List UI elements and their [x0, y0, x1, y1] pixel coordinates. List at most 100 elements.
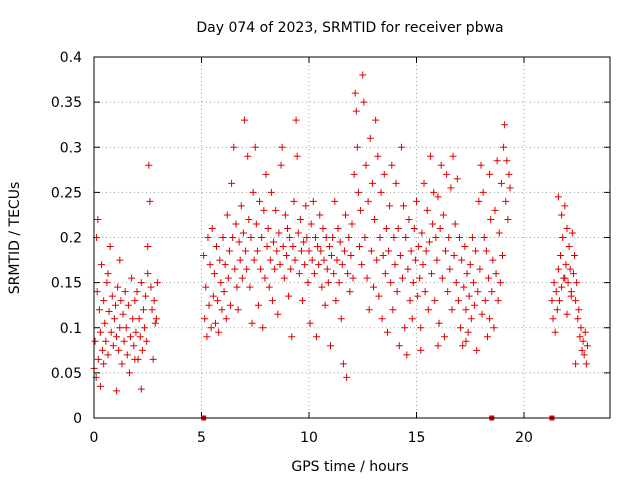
data-point	[358, 261, 366, 269]
data-point	[414, 292, 422, 300]
data-point	[408, 315, 416, 323]
data-point	[553, 306, 561, 314]
data-point	[440, 333, 448, 341]
data-point	[416, 274, 424, 282]
data-point	[260, 206, 268, 214]
data-point	[151, 319, 159, 327]
data-point	[149, 355, 157, 363]
data-point	[366, 134, 374, 142]
data-point	[324, 279, 332, 287]
data-point	[404, 265, 412, 273]
data-point	[486, 170, 494, 178]
data-point	[104, 351, 112, 359]
data-point	[100, 360, 108, 368]
data-point	[96, 328, 104, 336]
data-point	[444, 288, 452, 296]
data-point	[583, 342, 591, 350]
y-tick-label: 0.3	[60, 140, 82, 156]
data-point	[572, 297, 580, 305]
data-point	[214, 297, 222, 305]
data-point	[352, 107, 360, 115]
data-point	[411, 256, 419, 264]
data-point	[306, 319, 314, 327]
data-point	[464, 328, 472, 336]
data-point	[98, 261, 106, 269]
data-point	[113, 333, 121, 341]
data-point	[273, 247, 281, 255]
data-point	[394, 224, 402, 232]
data-point	[368, 179, 376, 187]
chart-title: Day 074 of 2023, SRMTID for receiver pbw…	[196, 20, 503, 36]
data-point	[431, 297, 439, 305]
data-point	[360, 98, 368, 106]
data-point	[421, 288, 429, 296]
data-point	[132, 328, 140, 336]
data-point	[378, 315, 386, 323]
data-point	[258, 234, 266, 241]
data-point	[375, 292, 383, 300]
data-point	[572, 360, 580, 368]
y-tick-label: 0.15	[51, 276, 82, 292]
data-point	[249, 188, 257, 196]
data-point	[367, 247, 375, 255]
data-point	[417, 346, 425, 354]
data-point	[351, 89, 359, 97]
data-point	[374, 152, 382, 160]
data-point	[551, 328, 559, 336]
data-point	[563, 224, 571, 232]
data-point	[467, 315, 475, 323]
data-point	[205, 301, 213, 309]
data-point	[463, 270, 471, 278]
data-point	[144, 243, 152, 251]
y-tick-label: 0.2	[60, 231, 82, 247]
data-point	[141, 324, 149, 332]
data-point	[376, 234, 384, 241]
data-point	[222, 315, 230, 323]
data-point	[296, 215, 304, 223]
data-point	[329, 234, 337, 241]
data-point	[322, 234, 330, 241]
data-point	[218, 306, 226, 314]
data-point	[403, 351, 411, 359]
data-point	[253, 247, 261, 255]
data-point	[434, 193, 442, 201]
data-point	[390, 234, 398, 241]
data-point	[112, 301, 119, 309]
data-point	[254, 301, 262, 309]
data-point	[286, 234, 294, 241]
data-point	[370, 283, 377, 291]
data-point	[234, 306, 242, 314]
data-point	[445, 234, 453, 241]
data-point	[233, 283, 241, 291]
data-point	[113, 387, 121, 395]
data-point	[386, 202, 394, 210]
data-point	[224, 274, 232, 282]
data-point	[388, 161, 396, 169]
data-point	[489, 256, 497, 264]
data-point	[346, 288, 354, 296]
data-point	[131, 355, 139, 363]
data-point	[251, 143, 259, 151]
data-point	[389, 306, 397, 314]
data-point	[356, 243, 364, 251]
data-point	[332, 297, 340, 305]
data-point	[483, 333, 491, 341]
data-point	[236, 256, 244, 264]
data-point	[348, 220, 356, 228]
data-point	[137, 385, 145, 393]
data-point	[350, 170, 358, 178]
data-point	[284, 224, 291, 232]
data-point	[371, 215, 379, 223]
data-point	[557, 252, 565, 260]
data-point	[580, 351, 588, 359]
grid-lines	[94, 57, 610, 418]
data-point	[241, 116, 248, 124]
data-point	[419, 261, 427, 269]
data-point	[315, 261, 323, 269]
data-point	[129, 315, 137, 323]
data-point	[478, 310, 486, 318]
data-point	[116, 256, 124, 264]
x-tick-label: 20	[515, 430, 533, 446]
data-point	[282, 252, 290, 260]
